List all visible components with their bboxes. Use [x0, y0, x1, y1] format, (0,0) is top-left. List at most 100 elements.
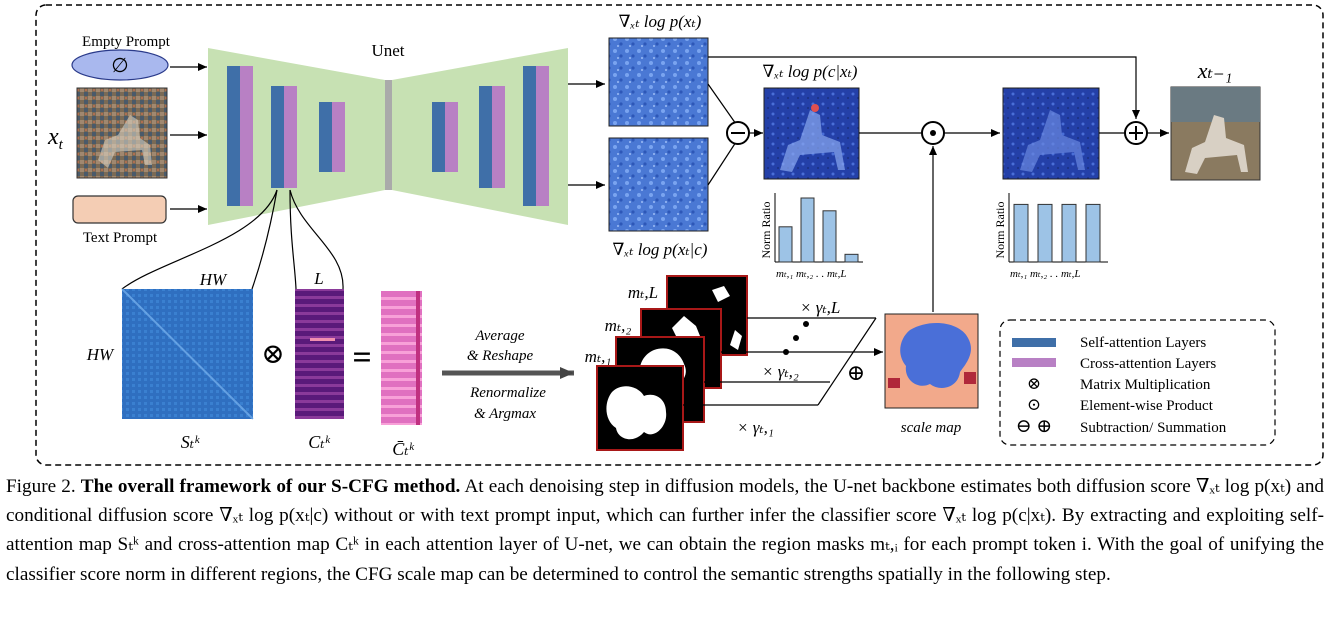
norm-ratio-chart-right: Norm Ratio mₜ,₁ mₜ,₂ . . mₜ,L — [993, 193, 1108, 280]
legend-elementwise-symbol: ⊙ — [1027, 395, 1041, 414]
norm-ratio-left-bar-1 — [778, 226, 793, 263]
unet-bottleneck — [385, 80, 392, 190]
l-label: L — [313, 269, 323, 288]
cond-to-minus-line — [707, 141, 737, 186]
norm-ratio-left-ylabel: Norm Ratio — [759, 202, 773, 259]
uncond-skip-arrow — [708, 56, 1140, 119]
norm-ratio-right-ticks: mₜ,₁ mₜ,₂ . . mₜ,L — [1010, 268, 1081, 280]
norm-ratio-left-bar-4 — [844, 253, 859, 263]
gamma-dot-3 — [783, 349, 789, 355]
norm-ratio-right-bar-2 — [1037, 203, 1053, 263]
enc-self-attn-2 — [271, 86, 284, 188]
elementwise-operator-dot — [930, 130, 936, 136]
avg-reshape-label-1: Average — [474, 328, 524, 344]
mask-L-blob — [712, 286, 742, 350]
dec-cross-attn-3 — [536, 66, 549, 206]
mask-2-blob — [672, 316, 700, 336]
equals-operator: = — [352, 339, 371, 376]
dec-cross-attn-1 — [445, 102, 458, 172]
c-bracket-left — [289, 189, 297, 290]
scale-map-label: scale map — [901, 420, 962, 436]
dec-self-attn-1 — [432, 102, 445, 172]
hw-left-label: HW — [86, 345, 115, 364]
caption-title: The overall framework of our S-CFG metho… — [80, 476, 461, 497]
gamma-1-label: × γₜ,₁ — [737, 418, 774, 437]
output-horse — [1185, 115, 1248, 174]
gamma-2-label: × γₜ,₂ — [762, 362, 799, 381]
legend-matmul-label: Matrix Multiplication — [1080, 377, 1211, 393]
dec-self-attn-3 — [523, 66, 536, 206]
mask-0-blob — [606, 386, 667, 440]
cross-attention-map — [295, 289, 344, 419]
gamma-dot-1 — [803, 321, 809, 327]
cbar-label: C̄ₜᵏ — [392, 439, 414, 459]
xt-label: xt — [47, 124, 64, 153]
summation-small-operator: ⊕ — [847, 360, 865, 385]
text-prompt-label: Text Prompt — [83, 230, 158, 246]
text-prompt-box — [72, 195, 167, 224]
uncond-score-map — [608, 37, 709, 127]
renorm-label-1: Renormalize — [469, 385, 546, 401]
legend-cross-label: Cross-attention Layers — [1080, 356, 1216, 372]
scale-map-spot-2 — [964, 372, 976, 384]
norm-ratio-left-bar-3 — [822, 210, 837, 263]
norm-ratio-right-bar-4 — [1085, 203, 1101, 263]
c-label: Cₜᵏ — [308, 432, 330, 452]
enc-self-attn-1 — [227, 66, 240, 206]
scale-map-blob — [900, 323, 971, 388]
norm-ratio-left-bar-2 — [800, 197, 815, 263]
legend-subsum-label: Subtraction/ Summation — [1080, 420, 1227, 436]
xt-horse-silhouette — [98, 115, 152, 168]
empty-prompt-label: Empty Prompt — [82, 34, 171, 50]
class-score-label: ∇ₓₜ log p(c|xₜ) — [763, 62, 858, 81]
norm-ratio-right-bar-3 — [1061, 203, 1077, 263]
enc-self-attn-3 — [319, 102, 332, 172]
avg-reshape-label-2: & Reshape — [467, 348, 534, 364]
enc-cross-attn-3 — [332, 102, 345, 172]
gamma-dot-2 — [793, 335, 799, 341]
cross-attention-highlight — [310, 338, 335, 341]
framework-diagram: Empty Prompt ∅ xt Text Prompt Unet ∇ₓₜ l… — [35, 4, 1324, 466]
gamma-L-label: × γₜ,L — [800, 298, 840, 317]
scale-map-spot-1 — [888, 378, 900, 388]
legend-self-swatch — [1012, 338, 1056, 347]
legend-self-label: Self-attention Layers — [1080, 335, 1206, 351]
class-score-horse — [780, 110, 845, 172]
legend-matmul-symbol: ⊗ — [1027, 374, 1041, 393]
mask-1-label: mₜ,₁ — [585, 347, 612, 366]
dec-self-attn-2 — [479, 86, 492, 188]
renorm-label-2: & Argmax — [474, 406, 536, 422]
caption-body: At each denoising step in diffusion mode… — [6, 476, 1325, 585]
legend-box — [999, 319, 1276, 446]
uncond-to-minus-line — [707, 83, 737, 125]
class-score-hotspot — [811, 104, 819, 112]
scaled-score-horse — [1020, 110, 1085, 172]
gamma-diagonal — [817, 317, 877, 406]
legend-cross-swatch — [1012, 358, 1056, 367]
hw-top-label: HW — [199, 270, 228, 289]
unet-label: Unet — [371, 41, 404, 60]
enc-cross-attn-1 — [240, 66, 253, 206]
s-bracket-right — [251, 189, 278, 290]
cbar-map — [381, 291, 422, 425]
norm-ratio-chart-left: Norm Ratio mₜ,₁ mₜ,₂ . . mₜ,L — [759, 193, 863, 280]
c-bracket-right — [289, 189, 344, 290]
figure-border — [35, 4, 1324, 466]
s-bracket-left — [121, 189, 278, 290]
matmul-operator: ⊗ — [261, 339, 284, 370]
self-attention-diagonal — [121, 288, 254, 420]
mask-2-label: mₜ,₂ — [605, 316, 632, 335]
norm-ratio-right-ylabel: Norm Ratio — [993, 202, 1007, 259]
norm-ratio-right-bar-1 — [1013, 203, 1029, 263]
uncond-score-label: ∇ₓₜ log p(xₜ) — [619, 12, 702, 31]
cond-score-label: ∇ₓₜ log p(xₜ|c) — [613, 240, 708, 259]
norm-ratio-left-ticks: mₜ,₁ mₜ,₂ . . mₜ,L — [776, 268, 847, 280]
legend-elementwise-label: Element-wise Product — [1080, 398, 1214, 414]
empty-set-symbol: ∅ — [111, 55, 128, 77]
empty-prompt-ellipse — [71, 49, 169, 81]
output-label: xₜ₋₁ — [1197, 58, 1232, 83]
mask-L-label: mₜ,L — [628, 283, 658, 302]
cond-score-map — [608, 137, 709, 232]
enc-cross-attn-2 — [284, 86, 297, 188]
caption-prefix: Figure 2. — [6, 476, 76, 497]
